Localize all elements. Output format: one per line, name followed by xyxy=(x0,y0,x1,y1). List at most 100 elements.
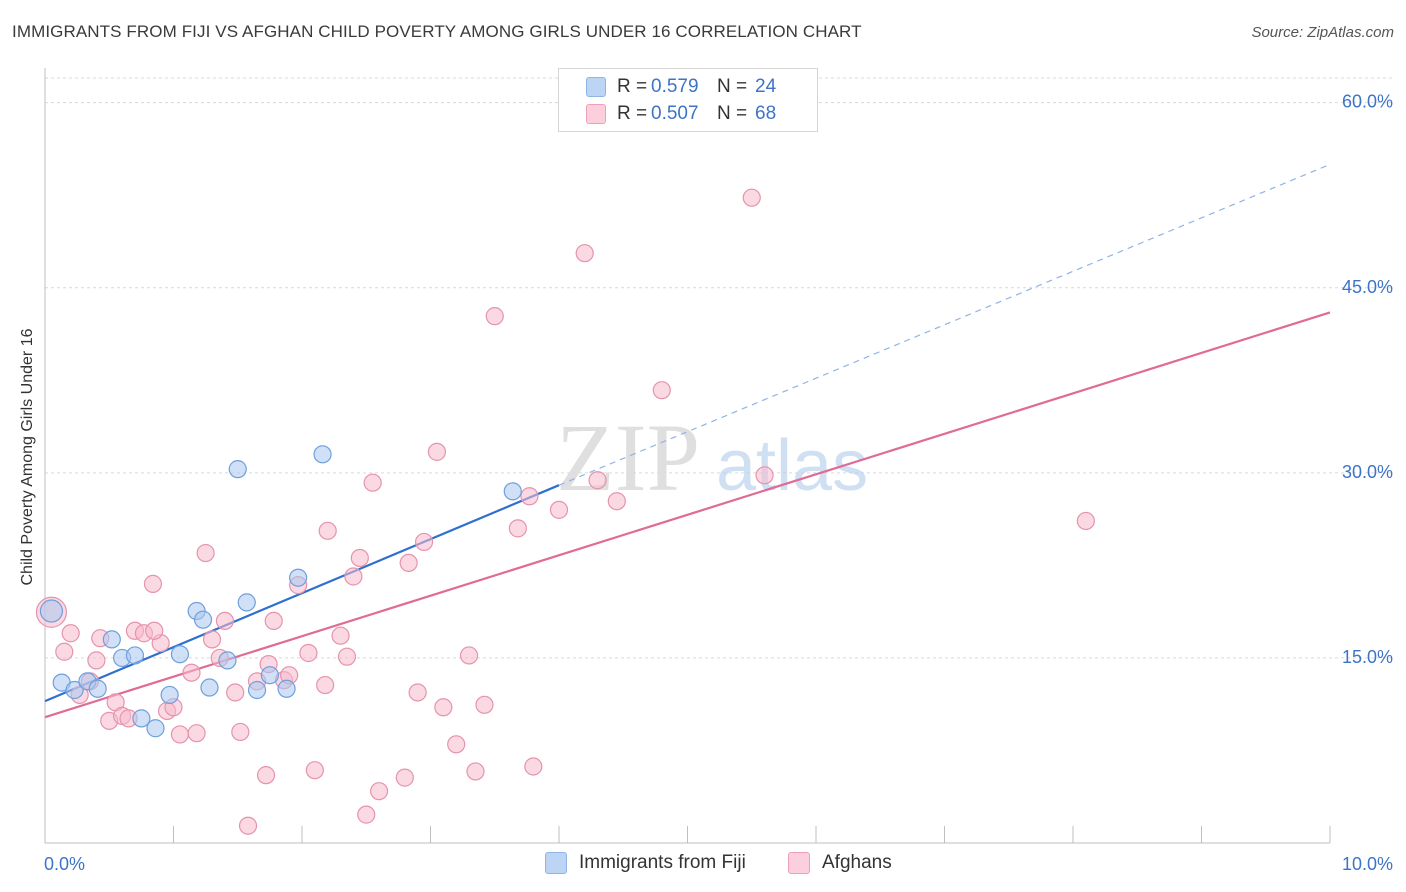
n-label: N = xyxy=(717,76,748,97)
legend-item-fiji[interactable]: Immigrants from Fiji xyxy=(545,852,746,874)
data-point-afghans xyxy=(427,442,447,461)
data-point-afghans xyxy=(55,642,74,661)
data-point-afghans xyxy=(755,466,774,485)
data-point-afghans xyxy=(524,757,543,776)
data-point-afghans xyxy=(238,816,258,835)
watermark: ZIP atlas xyxy=(556,404,868,511)
data-point-afghans xyxy=(331,626,350,645)
data-point-afghans xyxy=(434,698,453,717)
data-point-fiji xyxy=(88,679,107,698)
trend-line-fiji-extension xyxy=(558,163,1331,486)
data-point-afghans xyxy=(299,643,318,663)
x-tick-label: 0.0% xyxy=(44,854,85,874)
legend-swatch-afghans xyxy=(788,852,810,874)
legend-swatch-fiji xyxy=(586,77,606,97)
data-point-afghans xyxy=(363,473,382,492)
data-point-afghans xyxy=(318,521,337,540)
legend-label-fiji: Immigrants from Fiji xyxy=(579,852,746,873)
data-point-fiji xyxy=(277,679,296,698)
data-point-afghans xyxy=(447,735,466,754)
data-point-fiji xyxy=(65,680,84,700)
data-point-afghans xyxy=(264,611,283,631)
data-point-afghans xyxy=(187,724,206,743)
x-tick-label: 10.0% xyxy=(1342,854,1393,874)
series-legend: Immigrants from Fiji Afghans xyxy=(0,852,1406,878)
trend-line-afghans xyxy=(44,311,1331,719)
data-point-afghans xyxy=(466,762,485,781)
legend-row-afghans: R = 0.507 N = 68 xyxy=(586,102,777,126)
data-point-afghans xyxy=(170,725,190,744)
y-tick-label: 45.0% xyxy=(1342,277,1393,297)
data-point-afghans xyxy=(475,695,494,714)
data-point-afghans xyxy=(652,381,671,400)
data-point-afghans xyxy=(305,761,324,780)
data-point-afghans xyxy=(316,675,335,695)
data-point-afghans xyxy=(350,548,369,568)
data-point-afghans xyxy=(485,307,504,326)
data-point-fiji xyxy=(503,482,522,501)
tick-labels: 15.0% 30.0% 45.0% 60.0% 0.0% 10.0% xyxy=(44,92,1393,874)
data-point-fiji xyxy=(289,568,308,587)
data-point-afghans xyxy=(588,471,607,490)
data-point-fiji xyxy=(260,666,279,685)
r-label: R = xyxy=(617,103,648,124)
y-tick-label: 30.0% xyxy=(1342,462,1393,482)
legend-swatch-fiji xyxy=(545,852,567,874)
data-point-afghans xyxy=(145,621,164,640)
n-label: N = xyxy=(717,103,748,124)
data-point-fiji xyxy=(218,651,237,670)
y-tick-label: 15.0% xyxy=(1342,647,1393,667)
r-value: 0.579 xyxy=(651,76,699,97)
y-tick-label: 60.0% xyxy=(1342,92,1393,112)
data-point-fiji xyxy=(102,630,121,649)
legend-item-afghans[interactable]: Afghans xyxy=(788,852,892,874)
legend-row-fiji: R = 0.579 N = 24 xyxy=(586,75,777,99)
data-point-fiji xyxy=(247,680,267,700)
data-point-afghans xyxy=(256,766,276,785)
legend-label-afghans: Afghans xyxy=(822,852,892,873)
data-point-afghans xyxy=(508,519,527,538)
data-point-afghans xyxy=(399,553,418,573)
data-point-afghans xyxy=(607,492,626,511)
data-point-fiji xyxy=(170,645,190,664)
r-label: R = xyxy=(617,76,648,97)
data-point-fiji xyxy=(160,685,179,705)
data-point-afghans xyxy=(459,646,479,665)
gridlines xyxy=(45,77,1395,659)
data-point-afghans xyxy=(520,487,539,506)
data-point-fiji xyxy=(193,610,213,629)
data-point-afghans xyxy=(143,574,163,593)
data-point-fiji xyxy=(125,646,145,665)
data-point-afghans xyxy=(231,722,250,742)
n-value: 24 xyxy=(755,76,777,97)
data-point-afghans xyxy=(337,647,357,666)
chart-title: IMMIGRANTS FROM FIJI VS AFGHAN CHILD POV… xyxy=(12,22,862,41)
axes xyxy=(44,68,1331,844)
data-point-afghans xyxy=(414,532,434,552)
data-point-afghans xyxy=(408,683,427,702)
data-point-afghans xyxy=(196,543,215,563)
data-point-fiji xyxy=(39,599,64,623)
data-point-afghans xyxy=(357,805,376,824)
data-point-fiji xyxy=(228,460,247,479)
data-point-fiji xyxy=(146,719,165,738)
data-point-afghans xyxy=(87,651,106,670)
data-point-afghans xyxy=(226,683,245,702)
data-point-afghans xyxy=(1076,511,1095,531)
data-point-afghans xyxy=(370,782,389,801)
data-point-afghans xyxy=(395,768,414,787)
data-point-afghans xyxy=(182,663,201,682)
data-points xyxy=(35,188,1095,835)
data-point-afghans xyxy=(215,611,234,631)
n-value: 68 xyxy=(755,103,777,124)
data-point-afghans xyxy=(575,244,594,263)
data-point-afghans xyxy=(549,500,569,519)
data-point-fiji xyxy=(132,709,151,728)
data-point-fiji xyxy=(200,678,219,697)
source-label: Source: ZipAtlas.com xyxy=(1251,24,1394,41)
data-point-afghans xyxy=(742,188,761,207)
data-point-afghans xyxy=(61,624,80,643)
watermark-zip: ZIP xyxy=(556,404,700,511)
data-point-fiji xyxy=(313,445,332,464)
